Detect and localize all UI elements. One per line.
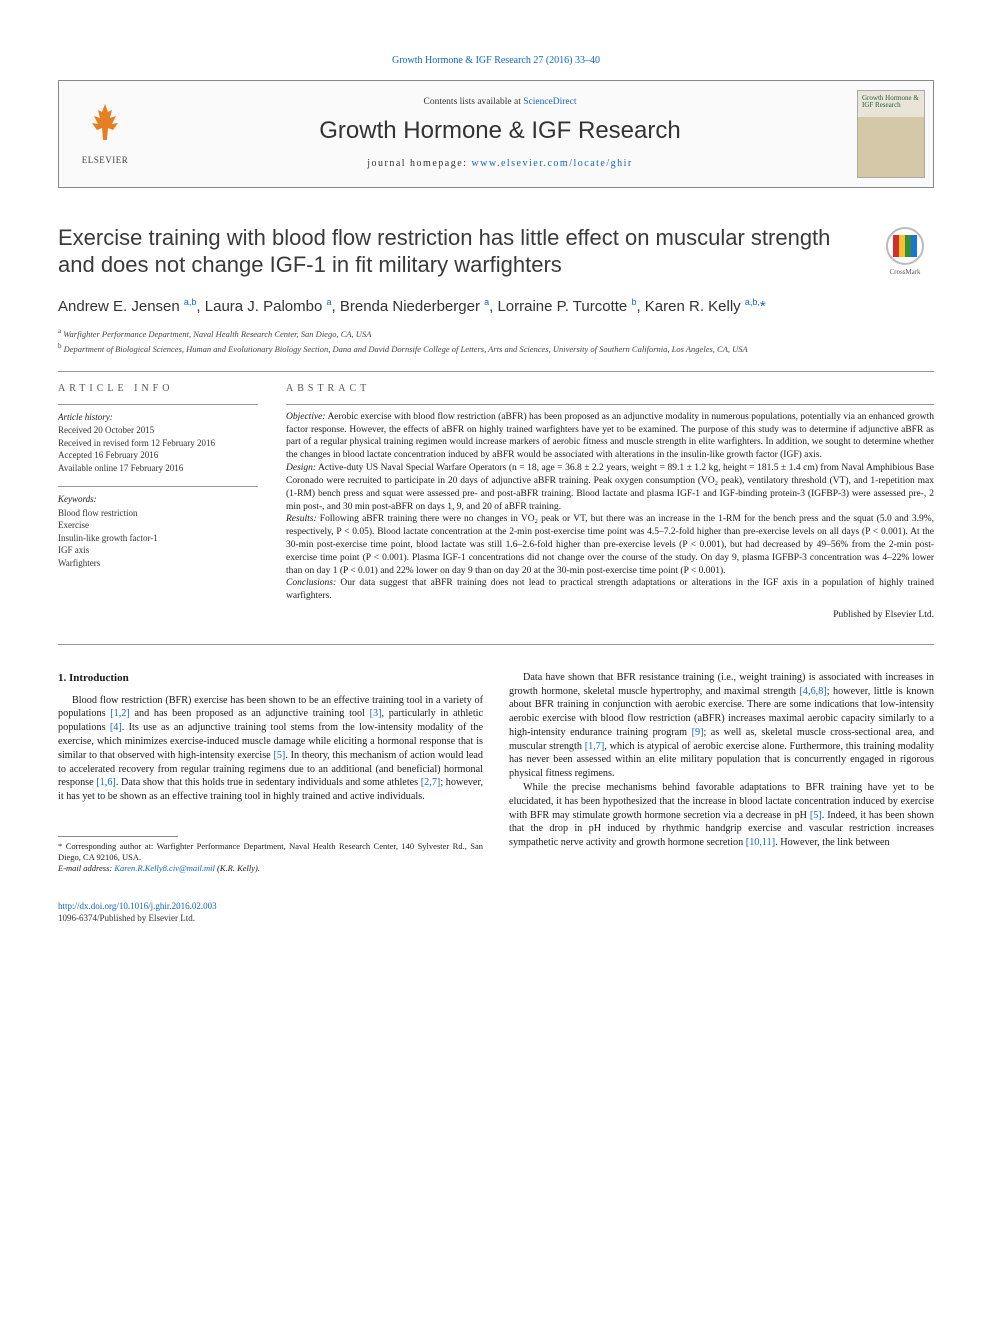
journal-homepage-line: journal homepage: www.elsevier.com/locat… — [367, 157, 633, 171]
article-info-label: ARTICLE INFO — [58, 382, 258, 396]
objective-label: Objective: — [286, 412, 326, 422]
cm-seg — [911, 235, 917, 257]
crossmark-label: CrossMark — [889, 268, 920, 277]
keyword: Warfighters — [58, 557, 258, 570]
intro-paragraph-2: Data have shown that BFR resistance trai… — [509, 671, 934, 781]
elsevier-logo[interactable]: ELSEVIER — [59, 81, 151, 187]
elsevier-label: ELSEVIER — [82, 154, 129, 166]
abstract-label: ABSTRACT — [286, 382, 934, 396]
sciencedirect-link[interactable]: ScienceDirect — [523, 97, 576, 107]
email-link[interactable]: Karen.R.Kelly8.civ@mail.mil — [114, 863, 215, 873]
ref-link[interactable]: [4] — [110, 722, 122, 733]
keyword: Exercise — [58, 519, 258, 532]
crossmark-badge[interactable]: CrossMark — [876, 224, 934, 282]
keywords-block: Keywords: Blood flow restrictionExercise… — [58, 486, 258, 569]
journal-cover-thumbnail[interactable]: Growth Hormone & IGF Research — [857, 90, 925, 178]
header-center: Contents lists available at ScienceDirec… — [151, 81, 849, 187]
keywords-heading: Keywords: — [58, 493, 258, 505]
homepage-prefix: journal homepage: — [367, 158, 471, 169]
article-history: Article history: Received 20 October 201… — [58, 404, 258, 475]
contents-available-line: Contents lists available at ScienceDirec… — [423, 96, 576, 109]
article-title: Exercise training with blood flow restri… — [58, 224, 860, 279]
body-columns: 1. Introduction Blood flow restriction (… — [58, 671, 934, 874]
crossmark-icon — [886, 227, 924, 265]
conclusions-text: Our data suggest that aBFR training does… — [286, 578, 934, 601]
keyword: Insulin-like growth factor-1 — [58, 532, 258, 545]
journal-citation[interactable]: Growth Hormone & IGF Research 27 (2016) … — [58, 54, 934, 68]
history-line: Received 20 October 2015 — [58, 424, 258, 437]
history-line: Available online 17 February 2016 — [58, 462, 258, 475]
corresponding-author-footnote: * Corresponding author at: Warfighter Pe… — [58, 841, 483, 863]
ref-link[interactable]: [10,11] — [746, 837, 775, 848]
intro-paragraph-1: Blood flow restriction (BFR) exercise ha… — [58, 694, 483, 804]
design-label: Design: — [286, 463, 316, 473]
history-heading: Article history: — [58, 411, 258, 423]
doi-link[interactable]: http://dx.doi.org/10.1016/j.ghir.2016.02… — [58, 900, 934, 912]
intro-paragraph-3: While the precise mechanisms behind favo… — [509, 781, 934, 850]
t: and has been proposed as an adjunctive t… — [130, 708, 370, 719]
email-footnote: E-mail address: Karen.R.Kelly8.civ@mail.… — [58, 863, 483, 874]
ref-link[interactable]: [5] — [273, 750, 285, 761]
keyword: Blood flow restriction — [58, 507, 258, 520]
publisher-line: Published by Elsevier Ltd. — [286, 609, 934, 622]
ref-link[interactable]: [3] — [370, 708, 382, 719]
copyright-line: 1096-6374/Published by Elsevier Ltd. — [58, 912, 934, 924]
introduction-heading: 1. Introduction — [58, 671, 483, 686]
star-icon: * — [58, 841, 66, 851]
contents-prefix: Contents lists available at — [423, 97, 523, 107]
ref-link[interactable]: [4,6,8] — [800, 686, 827, 697]
ref-link[interactable]: [9] — [692, 727, 704, 738]
journal-cover: Growth Hormone & IGF Research — [849, 81, 933, 187]
keyword: IGF axis — [58, 544, 258, 557]
journal-homepage-link[interactable]: www.elsevier.com/locate/ghir — [471, 158, 632, 169]
abstract-panel: ABSTRACT Objective: Aerobic exercise wit… — [286, 382, 934, 634]
elsevier-tree-icon — [82, 100, 128, 152]
t: . However, the link between — [775, 837, 889, 848]
footnote-rule — [58, 836, 178, 837]
ref-link[interactable]: [1,7] — [585, 741, 605, 752]
conclusions-label: Conclusions: — [286, 578, 336, 588]
author-list: Andrew E. Jensen a,b, Laura J. Palombo a… — [58, 296, 934, 317]
email-person: (K.R. Kelly). — [215, 863, 260, 873]
journal-header: ELSEVIER Contents lists available at Sci… — [58, 80, 934, 188]
design-text: Active-duty US Naval Special Warfare Ope… — [286, 463, 934, 511]
affiliation: b Department of Biological Sciences, Hum… — [58, 342, 934, 355]
ref-link[interactable]: [1,2] — [110, 708, 130, 719]
affiliation: a Warfighter Performance Department, Nav… — [58, 327, 934, 340]
history-line: Accepted 16 February 2016 — [58, 449, 258, 462]
ref-link[interactable]: [5] — [810, 810, 822, 821]
email-label: E-mail address: — [58, 863, 114, 873]
results-label: Results: — [286, 514, 317, 524]
ref-link[interactable]: [2,7] — [421, 777, 441, 788]
objective-text: Aerobic exercise with blood flow restric… — [286, 412, 934, 460]
footnote-text: Corresponding author at: Warfighter Perf… — [58, 841, 483, 862]
bottom-bar: http://dx.doi.org/10.1016/j.ghir.2016.02… — [58, 900, 934, 924]
divider — [58, 644, 934, 645]
journal-name: Growth Hormone & IGF Research — [319, 115, 680, 147]
article-info-panel: ARTICLE INFO Article history: Received 2… — [58, 382, 258, 634]
abstract-text: Objective: Aerobic exercise with blood f… — [286, 411, 934, 603]
results-text: Following aBFR training there were no ch… — [286, 514, 934, 575]
ref-link[interactable]: [1,6] — [96, 777, 116, 788]
t: . Data show that this holds true in sede… — [116, 777, 421, 788]
divider — [58, 371, 934, 372]
history-line: Received in revised form 12 February 201… — [58, 437, 258, 450]
